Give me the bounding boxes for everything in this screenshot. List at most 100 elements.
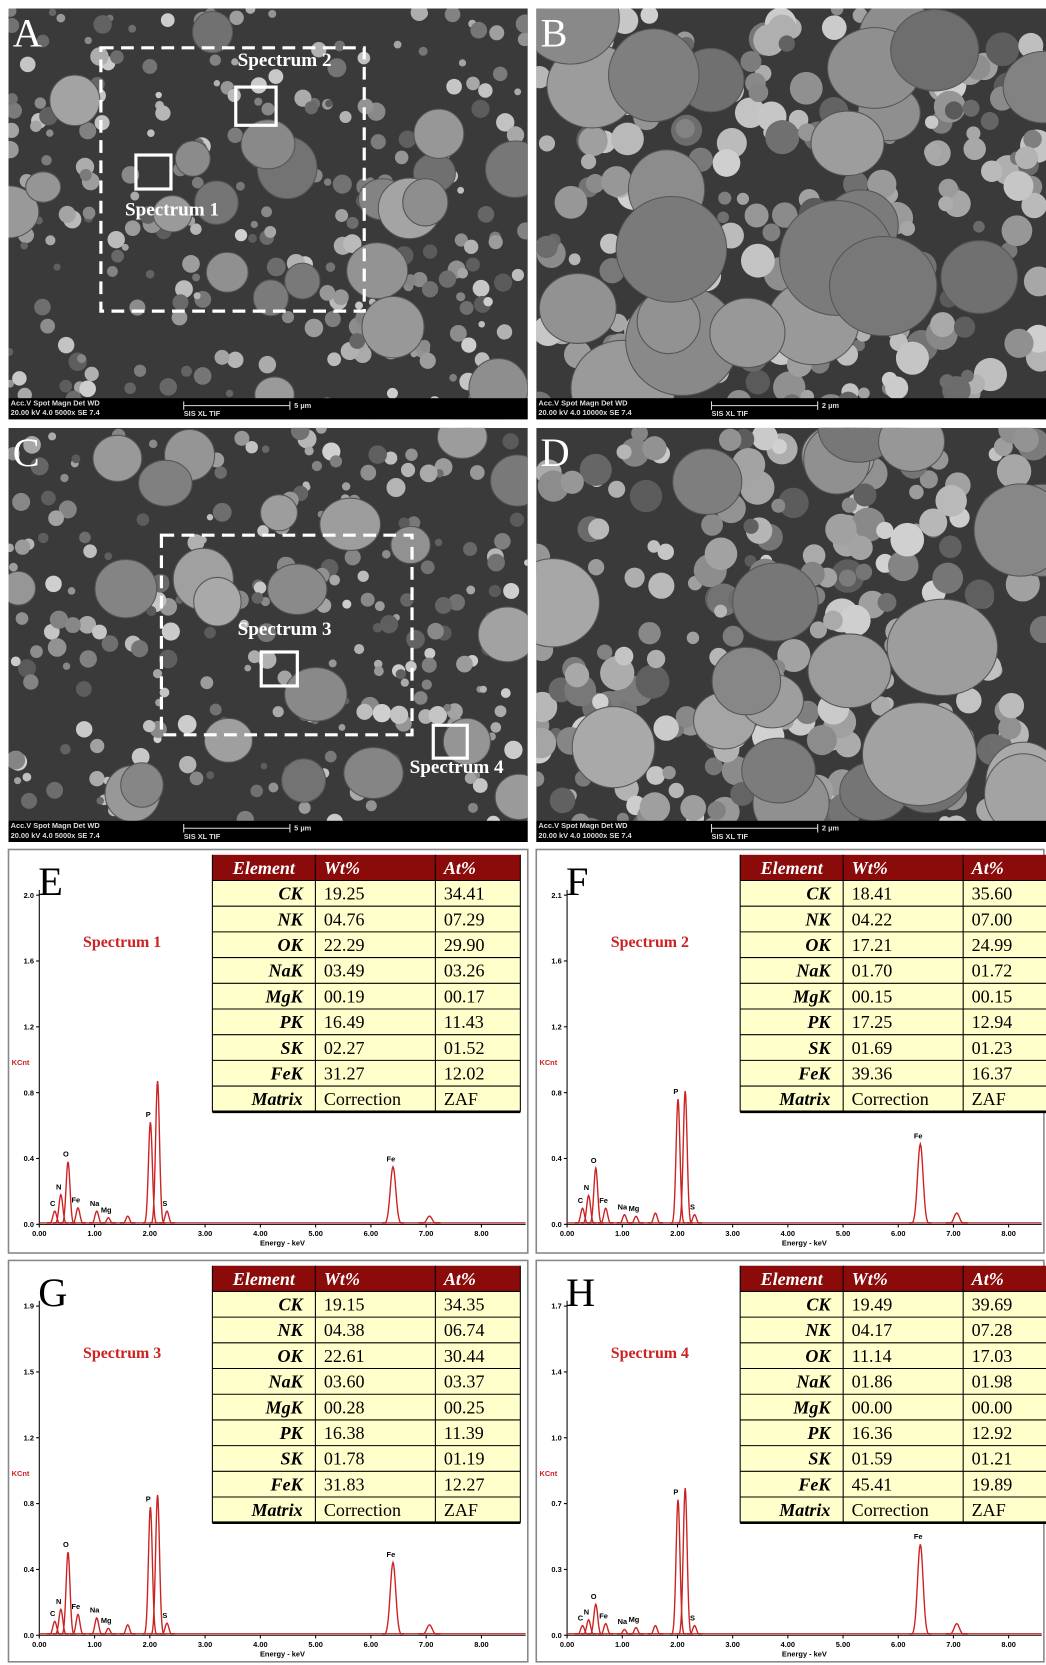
table-cell: 22.29 [324, 935, 365, 955]
sem-particle [457, 187, 464, 194]
sem-sphere [285, 263, 320, 299]
sem-particle [252, 592, 264, 604]
sem-particle [48, 638, 67, 657]
sem-particle [772, 439, 787, 454]
sem-particle [111, 250, 124, 263]
sem-particle [1004, 329, 1033, 358]
sem-particle [878, 593, 897, 612]
x-tick-label: 0.00 [560, 1640, 574, 1649]
sem-particle [480, 686, 487, 693]
sem-particle [890, 523, 924, 557]
sem-particle [494, 533, 511, 550]
sem-sphere [616, 197, 726, 303]
sem-sphere [344, 748, 403, 799]
table-cell: 11.14 [852, 1346, 892, 1366]
peak-label: P [673, 1087, 678, 1096]
sem-particle [597, 645, 612, 660]
table-cell: PK [806, 1423, 832, 1443]
sem-particle [23, 674, 38, 689]
sem-particle [371, 134, 386, 149]
sem-particle [445, 7, 461, 23]
x-tick-label: 6.00 [364, 1640, 378, 1649]
sem-particle [146, 270, 155, 279]
sem-sphere [204, 718, 252, 762]
table-cell: OK [805, 935, 832, 955]
sem-particle [858, 387, 869, 398]
table-cell: 11.43 [444, 1012, 484, 1032]
peak-label: Fe [914, 1132, 923, 1141]
sem-particle [395, 151, 409, 165]
sem-particle [414, 691, 428, 705]
peak-label: C [50, 1609, 56, 1618]
info-values: 20.00 kV 4.0 10000x SE 7.4 [538, 408, 632, 417]
table-cell: 45.41 [852, 1474, 893, 1494]
table-cell: Matrix [250, 1500, 302, 1520]
sem-particle [339, 724, 346, 731]
peak-label: Fe [72, 1602, 81, 1611]
table-cell: NK [277, 1320, 305, 1340]
sem-particle [48, 432, 56, 440]
sem-particle [244, 665, 251, 672]
sem-particle [250, 785, 263, 798]
sem-particle [762, 223, 780, 241]
software-label: SIS XL TIF [711, 409, 748, 418]
table-cell: MgK [792, 986, 832, 1006]
table-cell: CK [279, 1295, 305, 1315]
table-cell: 00.15 [972, 986, 1013, 1006]
sem-particle [470, 465, 485, 480]
sem-particle [1023, 130, 1041, 148]
spectrum-title: Spectrum 1 [83, 934, 161, 951]
sem-particle [20, 242, 27, 249]
sem-particle [56, 14, 65, 23]
sem-particle [254, 98, 262, 106]
sem-particle [45, 576, 61, 592]
sem-particle [939, 179, 958, 198]
x-tick-label: 2.00 [670, 1229, 684, 1238]
table-cell: CK [806, 884, 832, 904]
sem-sphere [285, 668, 347, 722]
sem-particle [128, 25, 136, 33]
sem-particle [807, 725, 837, 755]
sem-sphere [811, 111, 884, 176]
sem-particle [23, 773, 32, 782]
table-cell: 01.69 [852, 1038, 893, 1058]
sem-particle [981, 160, 1003, 182]
table-cell: Matrix [250, 1089, 302, 1109]
sem-particle [90, 739, 104, 753]
sem-particle [478, 321, 485, 328]
sem-particle [514, 88, 521, 95]
info-values: 20.00 kV 4.0 10000x SE 7.4 [538, 831, 632, 840]
sem-particle [268, 782, 278, 792]
sem-particle [396, 669, 406, 679]
table-cell: 01.52 [444, 1038, 485, 1058]
sem-particle [159, 378, 177, 396]
sem-particle [34, 299, 51, 316]
sem-particle [210, 54, 221, 65]
sem-particle [305, 101, 318, 114]
info-head: Acc.V Spot Magn Det WD [538, 399, 628, 408]
sem-particle [394, 41, 402, 49]
sem-particle [194, 292, 201, 299]
table-cell: FeK [797, 1063, 832, 1083]
sem-particle [749, 83, 769, 103]
table-cell: 01.70 [852, 961, 893, 981]
sem-particle [647, 540, 660, 553]
peak-label: Fe [387, 1154, 396, 1163]
table-cell: 19.15 [324, 1295, 365, 1315]
sem-particle [5, 348, 13, 356]
sem-particle [104, 552, 112, 560]
sem-particle [510, 513, 524, 527]
sem-particle [20, 57, 36, 73]
sem-sphere [742, 738, 816, 803]
sem-particle [190, 772, 204, 786]
table-cell: 01.78 [324, 1449, 365, 1469]
table-cell: 19.49 [852, 1295, 893, 1315]
sem-particle [900, 221, 915, 236]
sem-particle [320, 285, 336, 301]
sem-particle [149, 440, 157, 448]
sem-sphere [485, 141, 544, 197]
table-cell: Correction [324, 1089, 401, 1109]
table-cell: 24.99 [972, 935, 1013, 955]
table-cell: SK [281, 1449, 305, 1469]
sem-particle [935, 485, 966, 516]
